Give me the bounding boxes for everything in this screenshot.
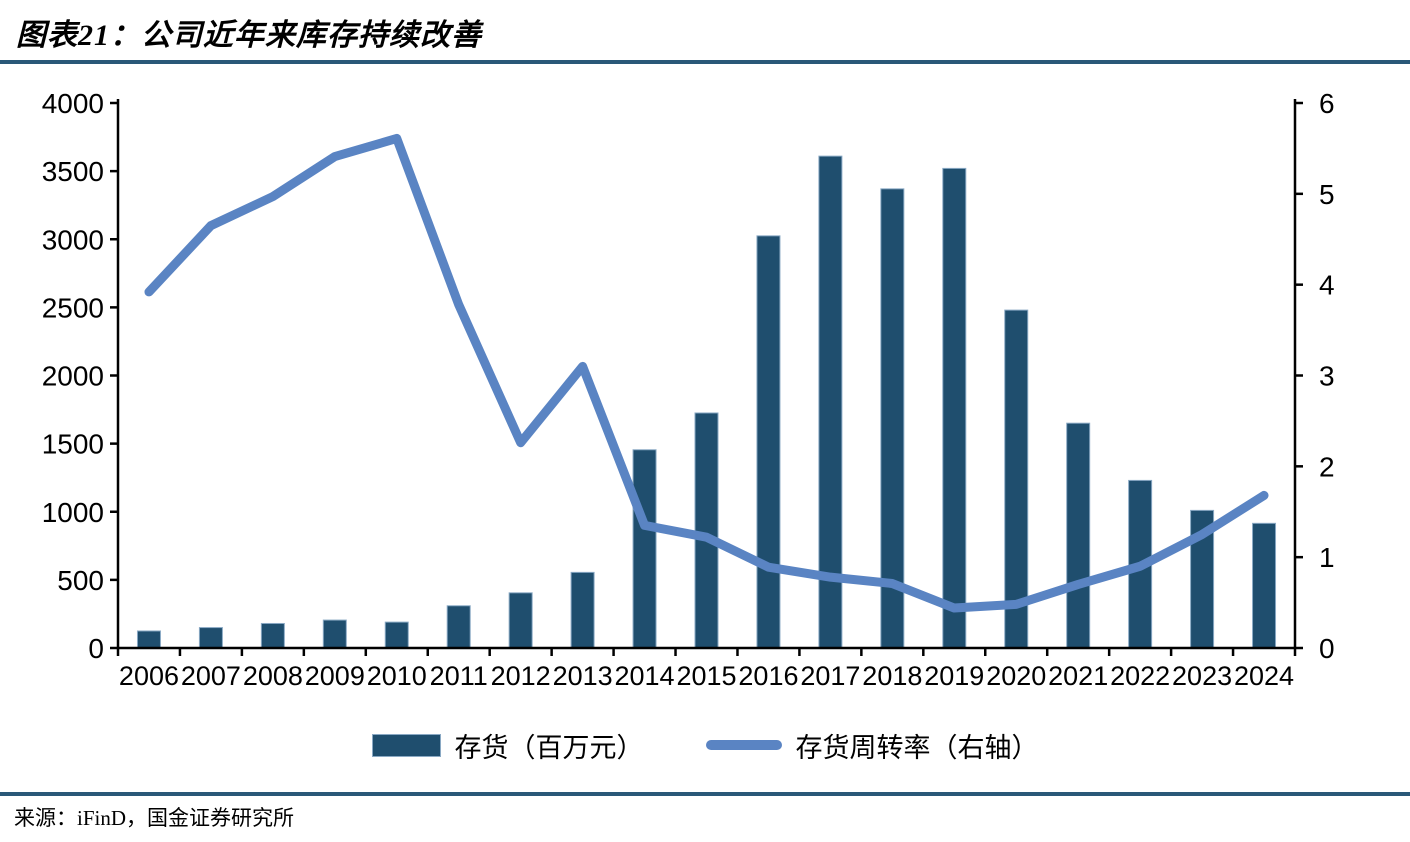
source-note: 来源：iFinD，国金证券研究所 <box>14 806 295 830</box>
chart-area: 0 500 1000 1500 2000 2500 3000 3500 4000 0 1 2 3 4 5 6 2… <box>0 70 1410 710</box>
bar-2007 <box>198 627 223 649</box>
x-axis-label: 2014 <box>615 661 675 691</box>
left-axis-label: 1500 <box>42 429 104 460</box>
bar-2009 <box>322 619 347 649</box>
x-axis-label: 2013 <box>553 661 613 691</box>
left-axis-label: 2000 <box>42 361 104 392</box>
bar-2012 <box>508 592 533 649</box>
left-axis-label: 0 <box>88 633 104 664</box>
right-axis-label: 0 <box>1319 633 1335 664</box>
left-axis-label: 3000 <box>42 224 104 255</box>
x-axis-label: 2021 <box>1048 661 1108 691</box>
x-axis-label: 2009 <box>305 661 365 691</box>
right-axis-label: 2 <box>1319 451 1335 482</box>
legend-item-turnover: 存货周转率（右轴） <box>705 726 1039 765</box>
x-axis-label: 2012 <box>491 661 551 691</box>
left-axis-label: 4000 <box>42 88 104 119</box>
bar-2010 <box>384 621 409 649</box>
left-axis-label: 2500 <box>42 292 104 323</box>
bar-2008 <box>260 622 285 649</box>
bar-2019 <box>942 167 967 649</box>
x-axis-label: 2008 <box>243 661 303 691</box>
right-axis-label: 3 <box>1319 361 1335 392</box>
bar-2011 <box>446 605 471 649</box>
line-series-swatch <box>705 740 782 750</box>
x-axis-label: 2010 <box>367 661 427 691</box>
legend-label-inventory: 存货（百万元） <box>454 732 644 763</box>
x-axis-label: 2011 <box>430 661 488 691</box>
legend-label-turnover: 存货周转率（右轴） <box>795 732 1039 763</box>
bar-2016 <box>756 235 781 649</box>
footer-divider <box>0 792 1410 796</box>
chart-svg: 0 500 1000 1500 2000 2500 3000 3500 4000 0 1 2 3 4 5 6 2… <box>42 88 1335 691</box>
bar-2013 <box>570 571 595 649</box>
right-axis-label: 6 <box>1319 88 1335 119</box>
turnover-line <box>144 133 1269 613</box>
x-axis-label: 2019 <box>924 661 984 691</box>
x-axis-label: 2017 <box>800 661 860 691</box>
chart-title: 图表21：公司近年来库存持续改善 <box>16 19 482 52</box>
x-axis-label: 2022 <box>1110 661 1170 691</box>
x-axis-label: 2024 <box>1234 661 1294 691</box>
x-axis-label: 2007 <box>181 661 241 691</box>
title-divider <box>0 60 1410 64</box>
x-axis-label: 2016 <box>738 661 798 691</box>
legend-item-inventory: 存货（百万元） <box>371 726 644 765</box>
x-axis-label: 2020 <box>986 661 1046 691</box>
left-axis-label: 3500 <box>42 156 104 187</box>
left-axis-label: 500 <box>57 565 104 596</box>
bar-2006 <box>136 630 161 649</box>
x-axis-label: 2006 <box>119 661 179 691</box>
bar-series-swatch <box>371 733 441 757</box>
x-axis-label: 2018 <box>862 661 922 691</box>
bar-2014 <box>632 449 657 649</box>
chart-legend: 存货（百万元） 存货周转率（右轴） <box>0 722 1410 768</box>
bar-2024 <box>1252 522 1277 649</box>
right-axis-label: 5 <box>1319 179 1335 210</box>
x-axis-label: 2015 <box>676 661 736 691</box>
x-axis-label: 2023 <box>1172 661 1232 691</box>
left-axis-label: 1000 <box>42 497 104 528</box>
bar-2021 <box>1066 422 1091 649</box>
right-axis-label: 4 <box>1319 270 1335 301</box>
bar-2015 <box>694 412 719 649</box>
right-axis-label: 1 <box>1319 542 1335 573</box>
